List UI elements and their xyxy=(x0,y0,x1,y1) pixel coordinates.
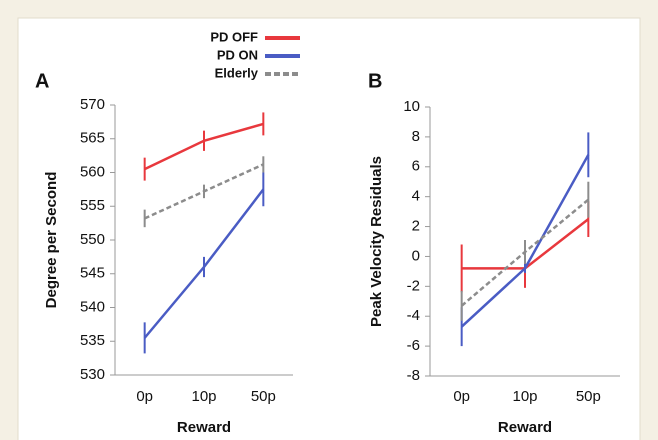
x-tick-label: 50p xyxy=(576,388,601,405)
y-tick-label: 10 xyxy=(403,98,420,115)
y-tick-label: 6 xyxy=(412,158,420,175)
y-tick-label: 570 xyxy=(80,96,105,113)
panel-label: A xyxy=(35,70,49,92)
x-tick-label: 50p xyxy=(251,388,276,405)
y-tick-label: 555 xyxy=(80,197,105,214)
x-tick-label: 10p xyxy=(512,388,537,405)
x-axis-title: Reward xyxy=(177,419,231,436)
y-axis-title: Degree per Second xyxy=(43,172,60,309)
legend-label: Elderly xyxy=(215,65,259,80)
panel xyxy=(17,17,641,440)
y-tick-label: 530 xyxy=(80,366,105,383)
y-tick-label: 0 xyxy=(412,247,420,264)
x-tick-label: 0p xyxy=(453,388,470,405)
y-tick-label: 565 xyxy=(80,130,105,147)
y-tick-label: 535 xyxy=(80,332,105,349)
y-tick-label: 545 xyxy=(80,265,105,282)
legend-label: PD ON xyxy=(217,47,258,62)
y-tick-label: 4 xyxy=(412,188,420,205)
y-tick-label: 560 xyxy=(80,163,105,180)
legend-label: PD OFF xyxy=(210,29,258,44)
panel-label: B xyxy=(368,70,382,92)
y-axis-title: Peak Velocity Residuals xyxy=(368,156,385,327)
x-tick-label: 0p xyxy=(136,388,153,405)
y-tick-label: -6 xyxy=(407,337,420,354)
x-tick-label: 10p xyxy=(191,388,216,405)
y-tick-label: -4 xyxy=(407,307,420,324)
y-tick-label: -2 xyxy=(407,277,420,294)
y-tick-label: 2 xyxy=(412,218,420,235)
y-tick-label: 550 xyxy=(80,231,105,248)
y-tick-label: 8 xyxy=(412,128,420,145)
x-axis-title: Reward xyxy=(498,419,552,436)
y-tick-label: -8 xyxy=(407,367,420,384)
y-tick-label: 540 xyxy=(80,298,105,315)
